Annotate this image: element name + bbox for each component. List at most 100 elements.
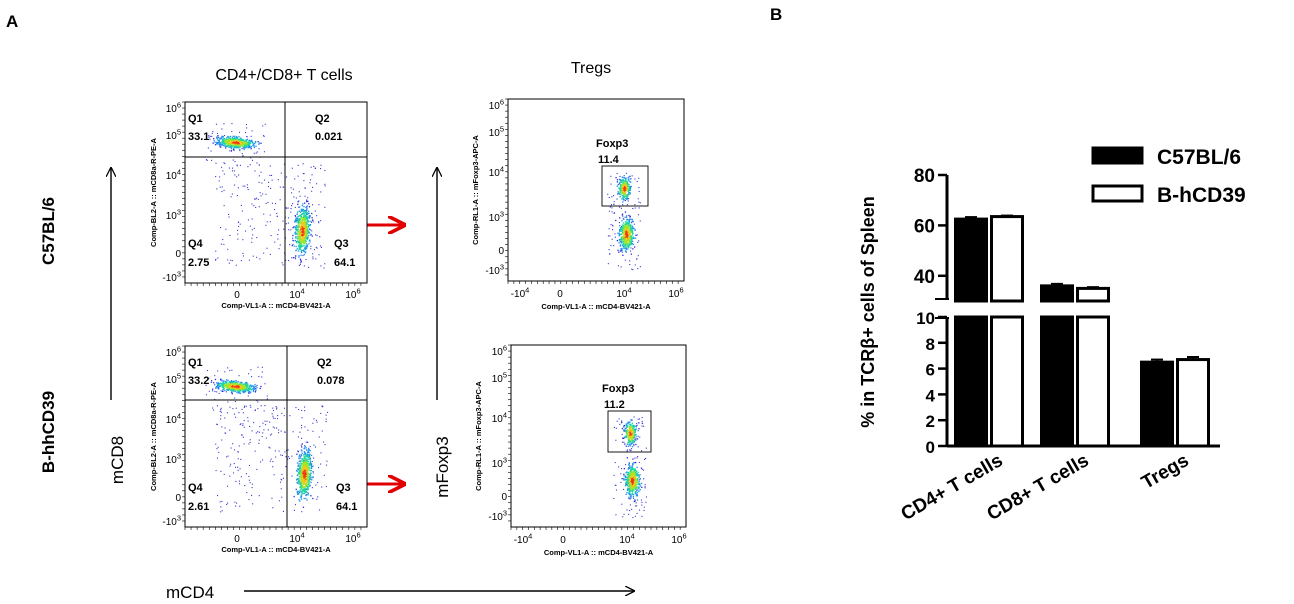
event-dot xyxy=(236,195,238,197)
event-dot xyxy=(215,386,217,389)
event-dot xyxy=(310,477,312,479)
event-dot xyxy=(247,187,249,189)
event-dot xyxy=(637,471,639,474)
event-dot xyxy=(218,451,220,453)
event-dot xyxy=(249,145,251,147)
event-dot xyxy=(310,234,312,236)
event-dot xyxy=(636,491,639,494)
event-dot xyxy=(624,226,626,228)
event-dot xyxy=(218,140,221,142)
event-dot xyxy=(301,245,304,248)
event-dot xyxy=(298,483,300,485)
event-dot xyxy=(624,429,626,431)
event-dot xyxy=(312,476,314,478)
event-dot xyxy=(301,213,303,215)
event-dot xyxy=(629,421,631,423)
event-dot xyxy=(636,473,638,475)
event-dot xyxy=(299,500,301,502)
event-dot xyxy=(251,141,254,143)
event-dot xyxy=(243,140,245,142)
q1-label: Q1 xyxy=(188,113,203,125)
y-tick-label: 104 xyxy=(166,412,181,427)
event-dot xyxy=(638,207,640,209)
event-dot xyxy=(278,429,280,431)
event-dot xyxy=(231,393,233,395)
event-dot xyxy=(304,470,306,472)
event-dot xyxy=(237,383,240,386)
event-dot xyxy=(611,207,613,209)
q1-value: 33.1 xyxy=(188,131,209,143)
event-dot xyxy=(634,439,636,441)
event-dot xyxy=(303,227,305,229)
event-dot xyxy=(639,478,642,480)
event-dot xyxy=(247,387,249,389)
event-dot xyxy=(607,193,609,195)
event-dot xyxy=(300,488,303,490)
event-dot xyxy=(638,428,640,430)
x-tick-label: 104 xyxy=(619,532,634,547)
event-dot xyxy=(298,239,300,241)
event-dot xyxy=(630,231,632,233)
event-dot xyxy=(616,181,618,183)
event-dot xyxy=(315,419,317,421)
event-dot xyxy=(303,244,305,246)
event-dot xyxy=(621,226,623,228)
event-dot xyxy=(225,386,227,388)
event-dot xyxy=(613,245,615,247)
event-dot xyxy=(633,432,635,434)
event-dot xyxy=(623,229,625,231)
plot-frame xyxy=(184,101,368,284)
event-dot xyxy=(249,140,251,142)
bar-y-axis-label: % in TCRβ+ cells of Spleen xyxy=(858,196,878,428)
event-dot xyxy=(623,429,625,431)
event-dot xyxy=(633,486,635,488)
event-dot xyxy=(623,473,625,475)
event-dot xyxy=(636,475,638,477)
event-dot xyxy=(636,258,638,260)
event-dot xyxy=(629,441,631,443)
foxp3-gate-label: Foxp3 xyxy=(602,383,634,395)
event-dot xyxy=(284,431,286,433)
event-dot xyxy=(297,477,299,480)
event-dot xyxy=(644,458,646,460)
event-dot xyxy=(634,478,637,480)
event-dot xyxy=(219,145,221,147)
event-dot xyxy=(227,139,229,141)
event-dot xyxy=(228,262,230,264)
event-dot xyxy=(631,485,634,487)
event-dot xyxy=(306,494,308,496)
event-dot xyxy=(221,128,223,130)
event-dot xyxy=(634,472,637,474)
event-dot xyxy=(303,219,305,221)
event-dot xyxy=(306,210,308,212)
event-dot xyxy=(231,387,233,389)
event-dot xyxy=(251,229,253,231)
event-dot xyxy=(631,437,633,439)
event-dot xyxy=(629,491,631,493)
event-dot xyxy=(300,469,302,471)
event-dot xyxy=(208,136,210,138)
event-dot xyxy=(237,392,239,394)
event-dot xyxy=(632,434,634,436)
event-dot xyxy=(638,482,640,484)
event-dot xyxy=(623,243,625,245)
event-dot xyxy=(259,387,261,390)
event-dot xyxy=(239,146,241,148)
event-dot xyxy=(306,472,309,474)
event-dot xyxy=(222,239,224,241)
event-dot xyxy=(273,209,275,211)
event-dot xyxy=(302,487,304,489)
event-dot xyxy=(246,127,248,129)
event-dot xyxy=(255,145,257,147)
event-dot xyxy=(298,246,300,248)
event-dot xyxy=(230,385,233,388)
event-dot xyxy=(264,405,266,407)
event-dot xyxy=(234,140,236,142)
event-dot xyxy=(215,162,217,164)
event-dot xyxy=(311,463,313,465)
event-dot xyxy=(264,383,266,385)
event-dot xyxy=(623,241,625,243)
event-dot xyxy=(625,234,627,237)
event-dot xyxy=(301,452,303,454)
